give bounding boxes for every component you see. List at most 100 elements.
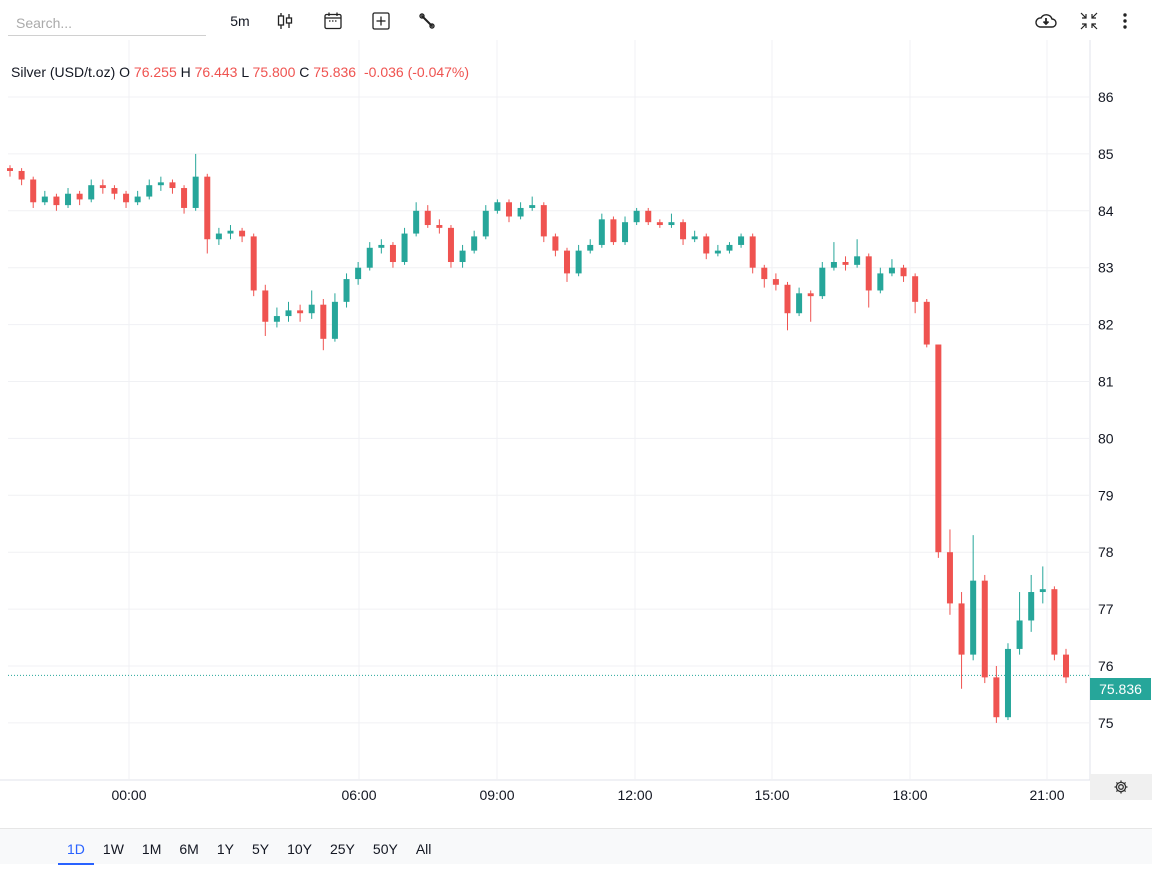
calendar-icon[interactable]: [320, 8, 346, 34]
candle: [517, 202, 524, 220]
range-1d[interactable]: 1D: [58, 829, 94, 865]
price-tick-label: 83: [1098, 260, 1114, 276]
candle: [53, 193, 60, 211]
candle-body: [946, 552, 953, 604]
candle: [865, 253, 872, 308]
change-value: -0.036 (-0.047%): [363, 64, 470, 80]
candle: [123, 190, 130, 208]
collapse-icon[interactable]: [1076, 8, 1102, 34]
candle: [157, 176, 164, 191]
range-5y[interactable]: 5Y: [251, 841, 270, 857]
candle: [30, 176, 37, 208]
candle-body: [1051, 589, 1058, 655]
candle-body: [401, 233, 408, 263]
candle-body: [1004, 648, 1011, 718]
candle: [900, 264, 907, 282]
candle: [18, 168, 25, 186]
candle-body: [529, 205, 536, 208]
candle-body: [146, 185, 153, 197]
candle-body: [622, 222, 629, 243]
toolbar: 5m: [0, 0, 1152, 40]
price-tick-label: 77: [1098, 601, 1114, 617]
candle: [215, 227, 222, 245]
candle: [331, 293, 338, 342]
candle-body: [157, 182, 164, 186]
candle: [436, 219, 443, 234]
candle: [738, 233, 745, 248]
candle-body: [726, 244, 733, 251]
wrench-icon[interactable]: [414, 8, 440, 34]
cloud-download-icon[interactable]: [1032, 8, 1060, 34]
range-1y[interactable]: 1Y: [216, 841, 234, 857]
candle: [320, 298, 327, 351]
candle: [529, 196, 536, 211]
candle-body: [1063, 654, 1069, 678]
range-50y[interactable]: 50Y: [372, 841, 398, 857]
price-tick-label: 84: [1098, 203, 1114, 219]
candle: [819, 262, 826, 299]
candle: [552, 233, 559, 257]
candle-body: [888, 267, 895, 274]
candle: [482, 205, 489, 240]
candle: [181, 185, 188, 214]
candle-body: [517, 207, 524, 217]
candle: [111, 185, 118, 200]
candle: [239, 227, 246, 243]
candle: [343, 273, 350, 308]
candle-body: [958, 603, 965, 655]
candle: [7, 165, 13, 177]
candle: [645, 207, 652, 226]
price-axis[interactable]: 75 76 77 78 79 80 81 82 83 84 85 86: [1098, 89, 1114, 731]
range-1m[interactable]: 1M: [141, 841, 162, 857]
candle-body: [865, 256, 872, 291]
interval-button[interactable]: 5m: [230, 13, 250, 29]
range-10y[interactable]: 10Y: [287, 841, 312, 857]
candle-body: [53, 196, 60, 206]
high-value: 76.443: [194, 64, 238, 80]
candle-body: [691, 236, 698, 240]
candle: [946, 529, 953, 615]
candle-body: [192, 176, 199, 208]
candle: [308, 290, 315, 319]
candle: [65, 188, 72, 208]
candle-body: [355, 267, 362, 280]
price-tick-label: 82: [1098, 317, 1114, 333]
candle-body: [250, 236, 257, 291]
time-tick-label: 15:00: [754, 787, 789, 803]
candle-body: [970, 580, 977, 655]
time-tick-label: 06:00: [341, 787, 376, 803]
price-tick-label: 76: [1098, 658, 1114, 674]
candle-body: [134, 196, 141, 203]
price-chart[interactable]: 75 76 77 78 79 80 81 82 83 84 85 86 00:00 06:00 09:00…: [0, 0, 1152, 828]
candle-body: [447, 227, 454, 263]
add-indicator-icon[interactable]: [368, 8, 394, 34]
candle: [714, 244, 721, 257]
candle-body: [65, 193, 72, 206]
more-vertical-icon[interactable]: [1116, 8, 1134, 34]
range-6m[interactable]: 6M: [179, 841, 199, 857]
candle-body: [761, 267, 768, 280]
candle: [169, 179, 176, 194]
chart-settings-button[interactable]: [1090, 774, 1152, 800]
candle: [227, 225, 234, 240]
candlestick-icon[interactable]: [272, 8, 298, 34]
candle: [285, 301, 292, 322]
range-25y[interactable]: 25Y: [329, 841, 355, 857]
range-all[interactable]: All: [415, 841, 432, 857]
price-tick-label: 85: [1098, 146, 1114, 162]
candle-body: [598, 219, 605, 245]
candle-body: [18, 170, 25, 180]
candle-body: [366, 247, 373, 268]
candle: [1028, 574, 1035, 632]
candle: [981, 574, 988, 684]
candle-body: [610, 219, 617, 243]
time-axis[interactable]: 00:00 06:00 09:00 12:00 15:00 18:00 21:00: [111, 787, 1064, 803]
candle-body: [273, 316, 280, 322]
candle-body: [703, 236, 710, 254]
candle-body: [633, 210, 640, 223]
candle: [494, 199, 501, 214]
candle: [134, 190, 141, 206]
range-1w[interactable]: 1W: [102, 841, 124, 857]
search-input[interactable]: [8, 10, 206, 36]
candle: [505, 199, 512, 223]
